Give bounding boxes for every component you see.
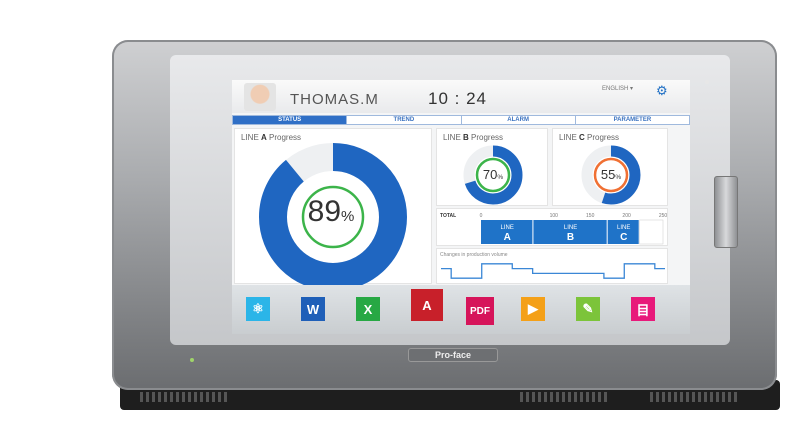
production-volume-chart: Changes in production volume: [436, 248, 668, 284]
brand-logo: Pro-face: [408, 348, 498, 362]
bar-segment: [533, 220, 607, 244]
bar-label: A: [504, 232, 511, 243]
vent: [650, 392, 740, 402]
tab-status[interactable]: STATUS: [233, 116, 348, 124]
bar-label: C: [620, 232, 627, 243]
line-a-title: LINE A Progress: [241, 133, 302, 142]
line-a-inner-ring: [301, 185, 365, 249]
vent: [520, 392, 610, 402]
language-select[interactable]: ENGLISH ▾: [602, 86, 634, 92]
line-b-value: 70%: [482, 167, 504, 182]
gear-icon[interactable]: ⚙: [656, 83, 668, 98]
tab-bar: STATUS TREND ALARM PARAMETER: [232, 115, 690, 125]
app-dock: ⚛ W X A PDF ▶ ✎ 目: [232, 285, 690, 334]
total-bar-chart: TOTAL 0 100 150 200 250 LINE A LINE B LINE C: [436, 208, 668, 246]
line-a-panel: LINE A Progress 89%: [234, 128, 432, 285]
line-c-arc: [581, 145, 641, 205]
access-icon[interactable]: A: [411, 289, 443, 321]
chart-title: Changes in production volume: [440, 252, 508, 258]
pdf-icon[interactable]: PDF: [466, 297, 494, 325]
hmi-screen: THOMAS.M 10 : 24 ENGLISH ▾ ⚙ STATUS TREN…: [232, 80, 690, 334]
bar-segment: [481, 220, 533, 244]
user-name: THOMAS.M: [290, 91, 379, 108]
bar-label: LINE: [501, 225, 514, 231]
x-tick-label: 0: [480, 213, 483, 219]
side-handle: [714, 176, 738, 248]
bar-label: LINE: [617, 225, 630, 231]
line-b-title: LINE B Progress: [443, 133, 504, 142]
x-tick-label: 150: [586, 213, 595, 219]
line-a-gauge: [259, 143, 407, 285]
line-c-title: LINE C Progress: [559, 133, 620, 142]
total-label: TOTAL: [440, 213, 456, 219]
line-c-gauge: [581, 145, 641, 205]
avatar[interactable]: [244, 83, 276, 111]
bar-label: LINE: [564, 225, 577, 231]
bar-remaining: [639, 219, 664, 245]
tab-trend[interactable]: TREND: [347, 116, 462, 124]
line-b-inner-ring: [475, 157, 511, 193]
pencil-icon[interactable]: ✎: [576, 297, 600, 321]
line-c-inner-ring: [593, 157, 629, 193]
line-b-panel: LINE B Progress 70%: [436, 128, 548, 206]
excel-icon[interactable]: X: [356, 297, 380, 321]
power-led: [190, 358, 194, 362]
atom-icon[interactable]: ⚛: [246, 297, 270, 321]
sensor-dot: [705, 80, 709, 84]
line-c-value: 55%: [600, 167, 622, 182]
bar-segment: [607, 220, 639, 244]
tab-parameter[interactable]: PARAMETER: [575, 116, 689, 124]
header: THOMAS.M 10 : 24 ENGLISH ▾ ⚙: [232, 80, 690, 113]
line-b-arc: [463, 145, 523, 205]
bar-label: B: [567, 232, 574, 243]
x-tick-label: 250: [659, 213, 668, 219]
vent: [140, 392, 230, 402]
clock: 10 : 24: [428, 89, 487, 108]
line-c-panel: LINE C Progress 55%: [552, 128, 668, 206]
line-a-arc: [259, 143, 407, 285]
line-a-value: 89%: [307, 195, 355, 228]
line-b-gauge: [463, 145, 523, 205]
x-tick-label: 100: [550, 213, 559, 219]
word-icon[interactable]: W: [301, 297, 325, 321]
production-line: [441, 263, 665, 279]
play-icon[interactable]: ▶: [521, 297, 545, 321]
x-tick-label: 200: [622, 213, 631, 219]
tab-alarm[interactable]: ALARM: [461, 116, 576, 124]
ladder-icon[interactable]: 目: [631, 297, 655, 321]
